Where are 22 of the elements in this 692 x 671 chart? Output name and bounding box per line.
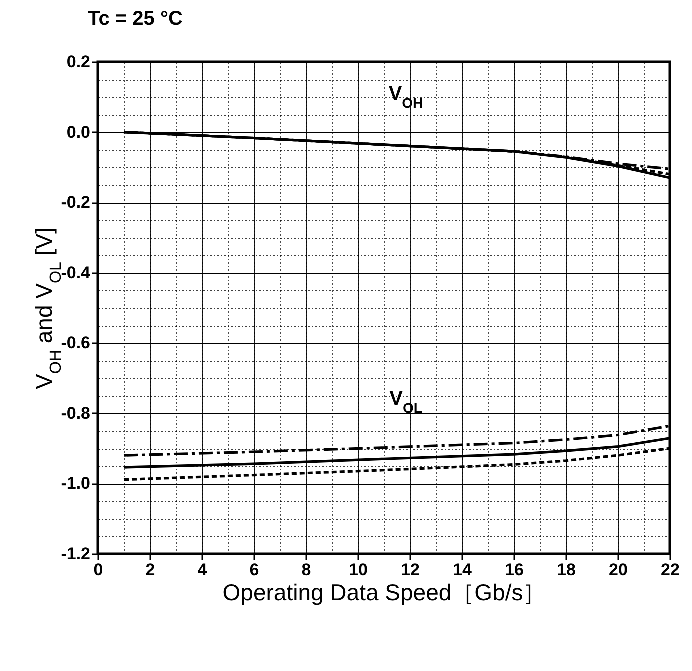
x-tick-label: 22 (661, 560, 680, 580)
x-tick-label: 6 (250, 560, 260, 580)
y-tick-label: 0.2 (66, 52, 90, 72)
x-tick-label: 14 (453, 560, 472, 580)
y-tick-label: -0.4 (61, 263, 92, 282)
x-tick-label: 16 (505, 560, 524, 580)
y-tick-label: 0.0 (66, 122, 90, 142)
chart-title: Tc = 25 °C (88, 8, 183, 30)
y-tick-label: -1.0 (61, 474, 90, 494)
y-tick-label: -0.2 (61, 193, 90, 212)
x-tick-label: 0 (94, 560, 104, 580)
y-tick-label: -0.6 (61, 334, 90, 353)
y-tick-label: -1.2 (61, 544, 90, 564)
x-tick-label: 2 (146, 560, 156, 580)
x-tick-label: 18 (557, 560, 576, 580)
x-tick-label: 20 (609, 560, 628, 580)
y-tick-label: -0.8 (61, 404, 90, 423)
x-axis-title: Operating Data Speed［Gb/s］ (222, 580, 546, 606)
x-tick-label: 10 (349, 560, 368, 580)
x-tick-label: 12 (401, 560, 420, 580)
x-tick-label: 4 (198, 560, 208, 580)
x-tick-label: 8 (302, 560, 312, 580)
